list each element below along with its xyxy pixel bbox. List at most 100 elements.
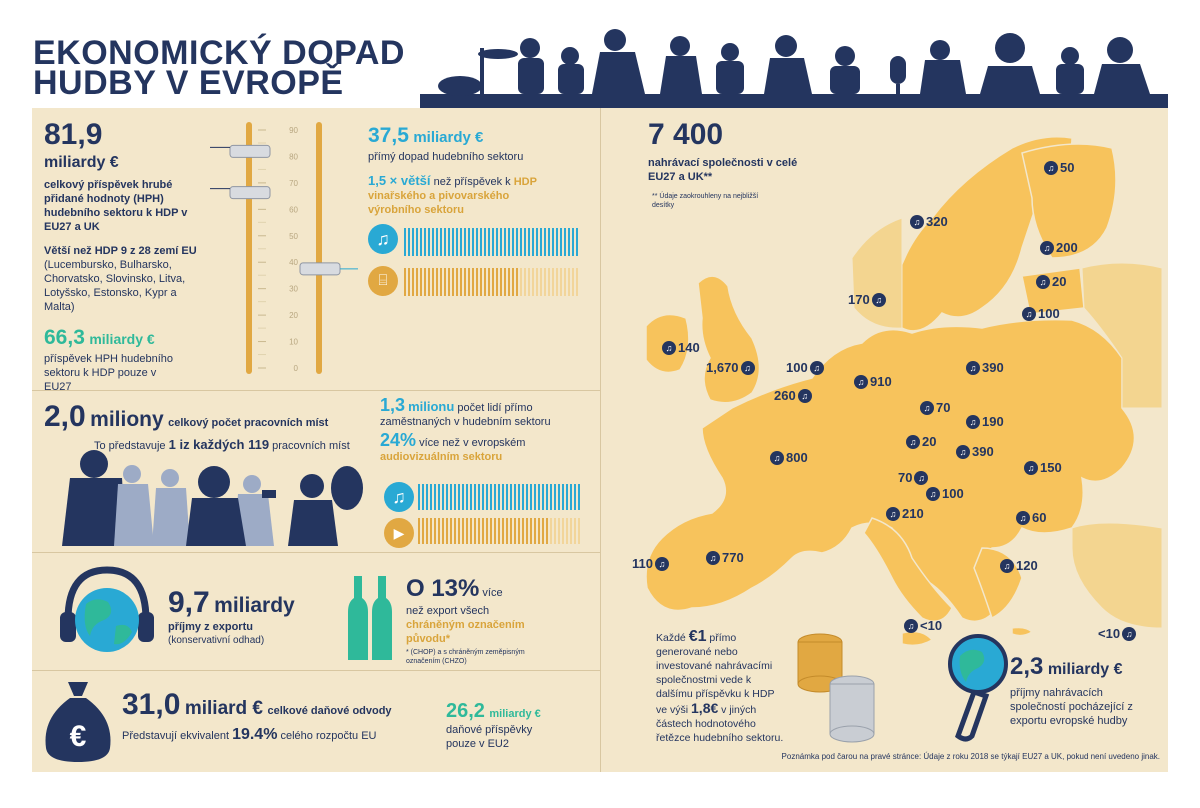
direct-comparison-bars (404, 228, 578, 296)
map-pin-label: 770 (722, 550, 744, 565)
wine-bar-stripe (436, 268, 438, 296)
tax-eu2-desc: daňové příspěvky pouze v EU2 (446, 724, 533, 750)
av-jobs-bar-stripe (530, 518, 532, 544)
map-pin-label: <10 (920, 618, 943, 633)
direct-value: 37,5 (368, 124, 409, 147)
direct-compare-num: 1,5 × větší (368, 173, 431, 188)
tax-share-post: celého rozpočtu EU (277, 730, 377, 742)
wine-bar-stripe (468, 268, 470, 296)
tax-desc: celkové daňové odvody (267, 705, 392, 717)
exports-pct-sector: chráněným označením původu* (406, 619, 525, 645)
tax-value: 31,0 (122, 688, 181, 721)
map-pin-label: 320 (926, 214, 948, 229)
music-note-icon: ♫ (654, 556, 669, 571)
av-jobs-bar-stripe (486, 518, 488, 544)
map-pin: ♫ 1,670 (706, 360, 755, 375)
scale-tick-label: 50 (289, 232, 298, 241)
map-pin: ♫ 60 (1016, 510, 1046, 525)
map-pin: ♫ 190 (966, 414, 1004, 429)
av-jobs-bar-stripe (558, 518, 560, 544)
av-jobs-bar-stripe (434, 518, 436, 544)
wine-bar-stripe (448, 268, 450, 296)
music-note-icon: ♫ (904, 618, 918, 633)
musicians-silhouette-banner (420, 29, 1168, 108)
music-jobs-bar-stripe (562, 484, 564, 510)
jobs-value: 2,0 (44, 400, 86, 433)
scale-tick-label: 70 (289, 179, 298, 188)
gva-desc: celkový příspěvek hrubé přidané hodnoty … (44, 179, 188, 233)
music-bar-stripe (440, 228, 442, 256)
wine-bar-stripe (576, 268, 578, 296)
map-pin: ♫ 70 (920, 400, 950, 415)
music-note-icon: ♫ (1040, 240, 1054, 255)
music-bar-stripe (412, 228, 414, 256)
map-pin: ♫ 200 (1040, 240, 1078, 255)
av-jobs-bar-stripe (418, 518, 420, 544)
gva-unit: miliardy € (44, 154, 119, 171)
direct-compare: 1,5 × větší než příspěvek k HDP vinařské… (368, 174, 563, 217)
music-jobs-bar-stripe (574, 484, 576, 510)
music-note-icon: ♫ (966, 360, 980, 375)
music-bar-stripe (460, 228, 462, 256)
music-jobs-bar-stripe (490, 484, 492, 510)
divider-vertical (600, 108, 601, 772)
map-pin: ♫ <10 (904, 618, 942, 633)
wine-bar-stripe (476, 268, 478, 296)
fader-knob (229, 186, 271, 200)
music-note-icon: ♫ (906, 434, 920, 449)
music-jobs-bar-stripe (502, 484, 504, 510)
page-footnote: Poznámka pod čarou na pravé stránce: Úda… (781, 752, 1160, 761)
music-note-icon: ♫ (1022, 306, 1036, 321)
wine-bar-stripe (536, 268, 538, 296)
wine-bar-stripe (492, 268, 494, 296)
av-jobs-bar-stripe (546, 518, 548, 544)
av-jobs-bar-stripe (538, 518, 540, 544)
music-jobs-bar-stripe (534, 484, 536, 510)
exports-pct-pre: O 13% (406, 575, 480, 602)
gva-bigger: Větší než HDP 9 z 28 zemí EU (Lucembursk… (44, 244, 209, 314)
multiplier-val1: €1 (688, 628, 707, 645)
scale-tick-label: 10 (289, 338, 298, 347)
tax-share-pre: Představují ekvivalent (122, 730, 233, 742)
wine-bar-stripe (428, 268, 430, 296)
music-note-icon: ♫ (956, 444, 970, 459)
av-jobs-bar-stripe (478, 518, 480, 544)
map-pin: ♫ <10 (1098, 626, 1137, 641)
page-title: EKONOMICKÝ DOPAD HUDBY V EVROPĚ (33, 36, 405, 100)
av-jobs-bar-stripe (502, 518, 504, 544)
av-jobs-bar-stripe (550, 518, 552, 544)
music-jobs-bar-stripe (478, 484, 480, 510)
music-bar-stripe (512, 228, 514, 256)
divider-row3 (32, 670, 600, 671)
music-bar-stripe (532, 228, 534, 256)
music-note-icon: ♫ (797, 388, 812, 403)
music-bar-stripe (452, 228, 454, 256)
jobs-av-rest: více než v evropském (416, 437, 526, 449)
music-jobs-bar-stripe (438, 484, 440, 510)
fader-knob (299, 262, 341, 276)
jobs-unit: miliony (90, 408, 164, 431)
wine-bar-stripe (488, 268, 490, 296)
map-pin-label: 170 (848, 292, 870, 307)
exports-footnote: * (CHOP) a s chráněným zeměpisným označe… (406, 649, 525, 665)
svg-text:€: € (70, 720, 87, 753)
wine-bar-stripe (432, 268, 434, 296)
globe-headphones-icon (60, 566, 154, 652)
wine-bar-stripe (500, 268, 502, 296)
wine-bar-stripe (480, 268, 482, 296)
music-jobs-bar-stripe (454, 484, 456, 510)
music-bar-stripe (484, 228, 486, 256)
map-pin: ♫ 210 (886, 506, 924, 521)
music-bar-stripe (472, 228, 474, 256)
gva-block: 81,9 miliardy € celkový příspěvek hrubé … (44, 120, 214, 314)
map-pin: ♫ 800 (770, 450, 808, 465)
wine-glass-icon: ⌸ (368, 266, 398, 296)
music-bar-stripe (436, 228, 438, 256)
recorded-desc: příjmy nahrávacích společností pocházejí… (1010, 687, 1133, 727)
music-bar-stripe (468, 228, 470, 256)
music-jobs-bar-stripe (418, 484, 420, 510)
map-pin-label: 60 (1032, 510, 1047, 525)
av-jobs-bar-stripe (510, 518, 512, 544)
wine-bar-stripe (528, 268, 530, 296)
jobs-av-value: 24% (380, 430, 417, 450)
